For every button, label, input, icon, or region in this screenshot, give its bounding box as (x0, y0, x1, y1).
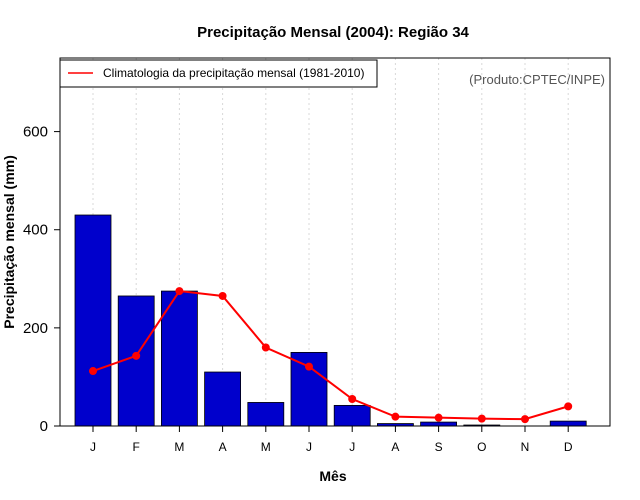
x-tick-label: O (477, 440, 486, 454)
x-tick-label: F (133, 440, 140, 454)
bar-4 (204, 371, 242, 427)
bar-7 (333, 404, 371, 427)
x-tick-label: D (564, 440, 573, 454)
climatology-point-7 (348, 395, 357, 404)
legend: Climatologia da precipitação mensal (198… (59, 59, 378, 88)
x-tick-label: M (174, 440, 184, 454)
x-tick-label: A (391, 440, 399, 454)
x-axis-label: Mês (319, 468, 346, 484)
x-tick-label: J (306, 440, 312, 454)
climatology-line-series (89, 287, 573, 424)
climatology-point-4 (218, 291, 227, 300)
x-tick-label: J (349, 440, 355, 454)
bar-5 (247, 402, 285, 427)
plot-frame (59, 57, 611, 427)
legend-label: Climatologia da precipitação mensal (198… (103, 66, 364, 80)
climatology-point-2 (132, 351, 141, 360)
climatology-point-12 (564, 402, 573, 411)
bar-12 (549, 420, 587, 427)
climatology-point-9 (434, 413, 443, 422)
climatology-point-6 (305, 362, 313, 371)
y-tick-label: 400 (23, 222, 48, 239)
x-tick-label: N (521, 440, 530, 454)
chart-title: Precipitação Mensal (2004): Região 34 (197, 24, 469, 41)
legend-box (59, 59, 378, 88)
climatology-point-5 (261, 343, 270, 352)
bar-series (74, 214, 587, 427)
climatology-point-10 (477, 414, 486, 423)
x-tick-label: S (435, 440, 443, 454)
climatology-point-8 (391, 412, 400, 421)
bar-3 (160, 290, 198, 427)
climatology-point-3 (175, 287, 184, 296)
credit-text: (Produto:CPTEC/INPE) (469, 72, 605, 87)
x-tick-label: J (90, 440, 96, 454)
bar-1 (74, 214, 112, 427)
axes: J F M A M J J A S O N D 0 200 400 600 (23, 124, 573, 454)
climatology-point-1 (89, 367, 97, 376)
bar-9 (420, 421, 458, 427)
climatology-point-11 (521, 415, 529, 424)
y-axis-label: Precipitação mensal (mm) (1, 155, 17, 329)
y-tick-label: 0 (40, 418, 48, 435)
climatology-line (92, 290, 569, 421)
y-tick-label: 200 (23, 320, 48, 337)
y-tick-label: 600 (23, 124, 48, 141)
x-tick-label: A (219, 440, 227, 454)
x-tick-label: M (261, 440, 271, 454)
